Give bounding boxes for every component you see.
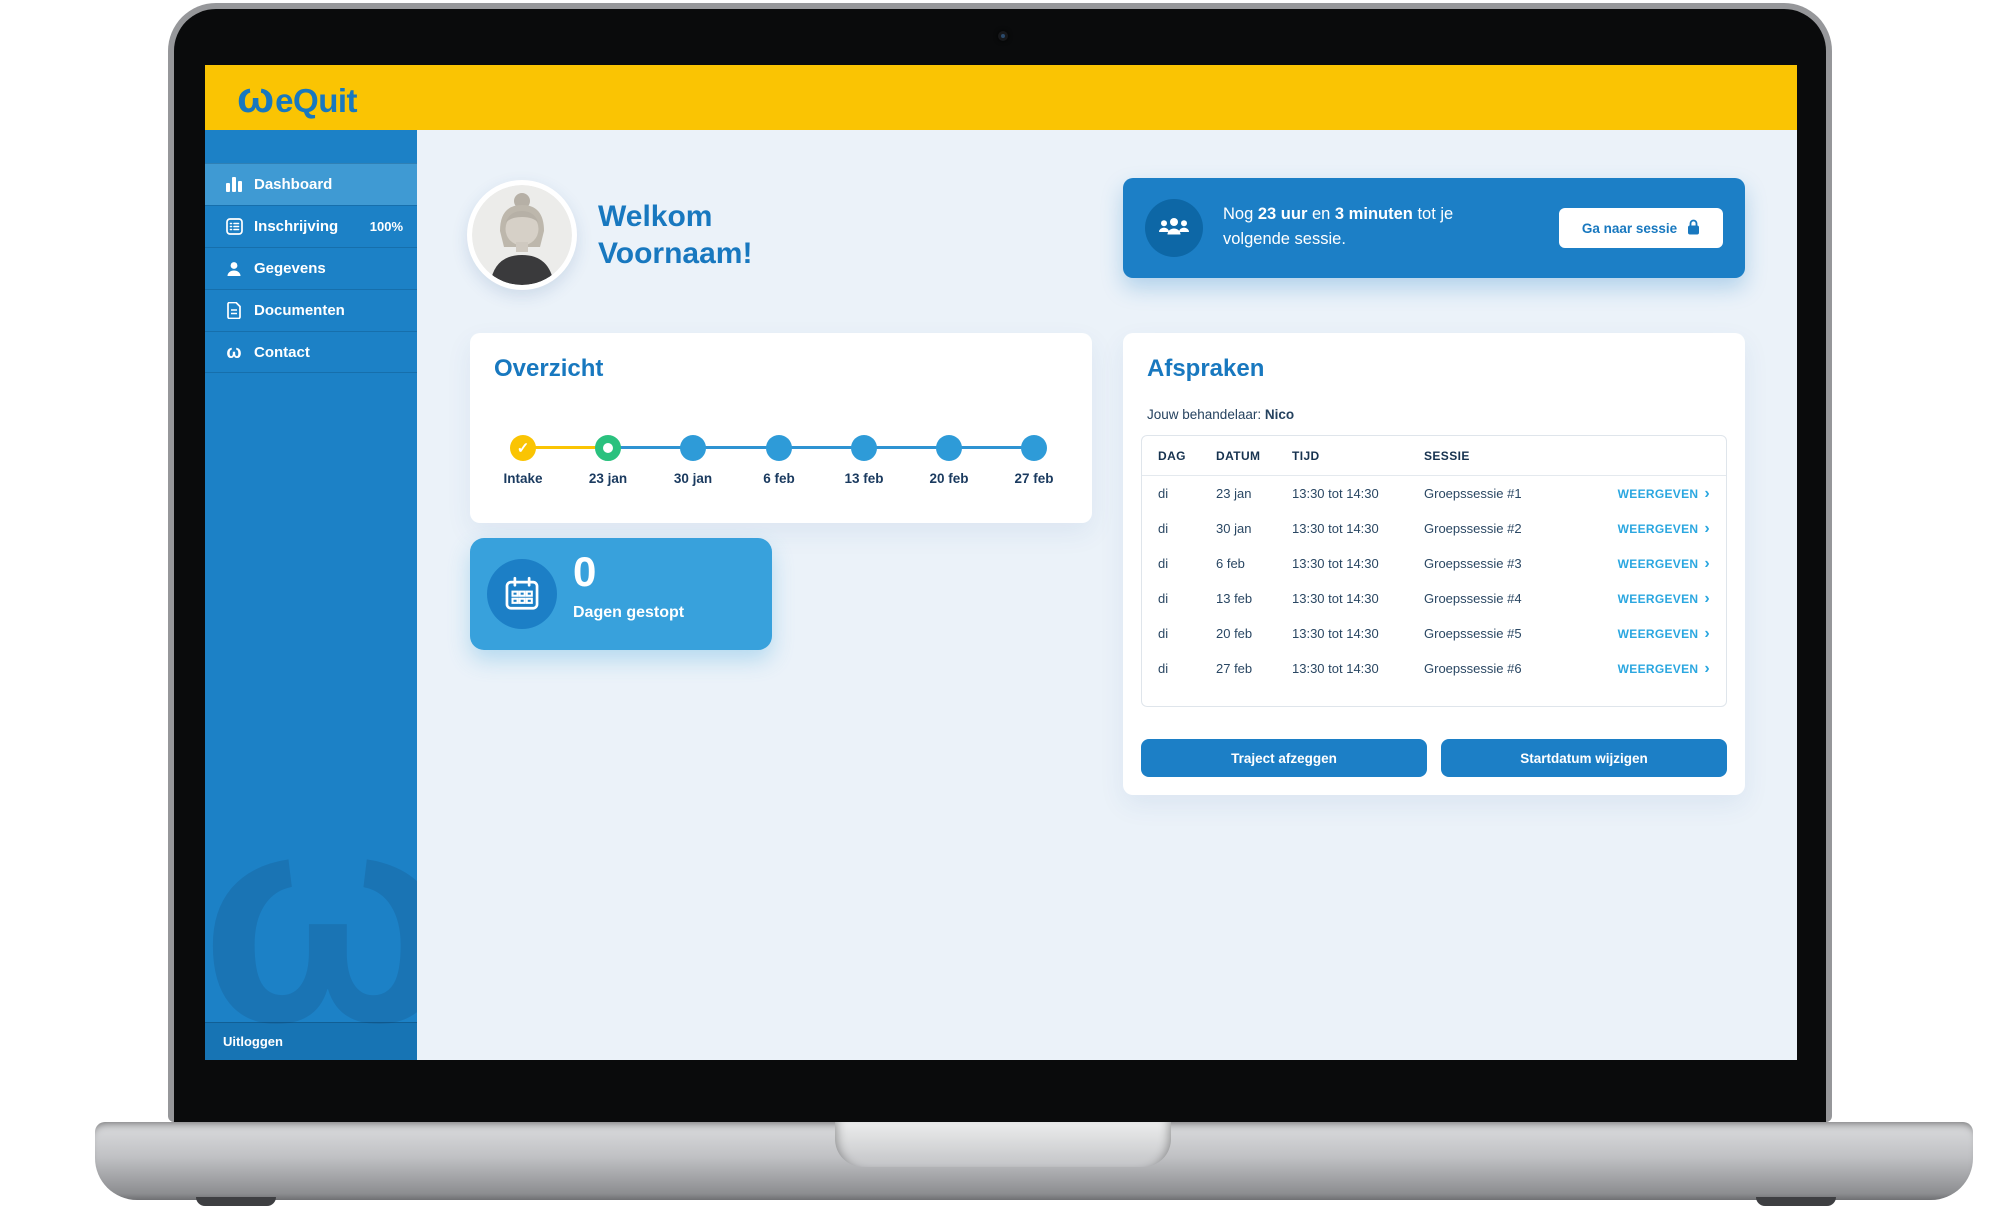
weergeven-link[interactable]: WEERGEVEN	[1618, 626, 1710, 642]
sidebar-item-dashboard[interactable]: Dashboard	[205, 163, 417, 205]
days-quit-value: 0	[573, 548, 597, 595]
timeline-label: 30 jan	[673, 471, 713, 486]
timeline-label: Intake	[503, 471, 543, 486]
check-icon	[517, 441, 530, 456]
wequit-logo-mark-icon	[237, 76, 274, 120]
timeline-node-27feb[interactable]	[1021, 435, 1047, 461]
chevron-right-icon	[1704, 591, 1710, 607]
table-row: di 13 feb 13:30 tot 14:30 Groepssessie #4 W…	[1142, 581, 1726, 616]
wequit-logo-text: eQuit	[275, 81, 358, 119]
practitioner-line: Jouw behandelaar: Nico	[1147, 407, 1295, 422]
wequit-watermark-icon	[205, 800, 417, 1034]
sidebar-nav: Dashboard Inschrijving 100% Gegevens	[205, 163, 417, 373]
chevron-right-icon	[1704, 626, 1710, 642]
session-banner: Nog 23 uur en 3 minuten tot je volgende …	[1123, 178, 1745, 278]
minutes-remaining: 3 minuten	[1334, 205, 1413, 223]
appointments-actions: Traject afzeggen Startdatum wijzigen	[1141, 739, 1727, 777]
document-icon	[223, 302, 245, 319]
timeline-node-intake[interactable]	[510, 435, 536, 461]
appointments-card: Afspraken Jouw behandelaar: Nico DAG DAT…	[1123, 333, 1745, 795]
chevron-right-icon	[1704, 486, 1710, 502]
sidebar-item-label: Gegevens	[254, 260, 326, 277]
timeline-label: 6 feb	[763, 471, 795, 486]
col-datum: DATUM	[1216, 448, 1261, 463]
sidebar-item-inschrijving[interactable]: Inschrijving 100%	[205, 205, 417, 247]
go-to-session-label: Ga naar sessie	[1581, 220, 1678, 236]
timeline-node-20feb[interactable]	[936, 435, 962, 461]
sidebar-item-label: Documenten	[254, 302, 345, 319]
session-countdown-text: Nog 23 uur en 3 minuten tot je volgende …	[1223, 205, 1454, 248]
timeline-node-6feb[interactable]	[766, 435, 792, 461]
laptop-foot	[1756, 1197, 1836, 1206]
sidebar-item-label: Contact	[254, 343, 310, 361]
table-row: di 6 feb 13:30 tot 14:30 Groepssessie #3 WE…	[1142, 546, 1726, 581]
person-icon	[223, 261, 245, 277]
logout-label: Uitloggen	[223, 1034, 283, 1049]
sidebar-item-contact[interactable]: Contact	[205, 331, 417, 373]
cancel-track-button[interactable]: Traject afzeggen	[1141, 739, 1427, 777]
col-tijd: TIJD	[1292, 448, 1320, 463]
inschrijving-progress: 100%	[369, 219, 403, 234]
logout-button[interactable]: Uitloggen	[205, 1022, 417, 1060]
timeline-node-23jan[interactable]	[595, 435, 621, 461]
timeline-node-30jan[interactable]	[680, 435, 706, 461]
avatar	[467, 180, 577, 290]
weergeven-link[interactable]: WEERGEVEN	[1618, 591, 1710, 607]
change-startdate-button[interactable]: Startdatum wijzigen	[1441, 739, 1727, 777]
weergeven-link[interactable]: WEERGEVEN	[1618, 556, 1710, 572]
app-header: eQuit	[205, 65, 1797, 130]
webcam-dot	[998, 31, 1008, 41]
welcome-line2: Voornaam!	[598, 237, 753, 270]
laptop-foot	[196, 1197, 276, 1206]
table-row: di 30 jan 13:30 tot 14:30 Groepssessie #2 W…	[1142, 511, 1726, 546]
chevron-right-icon	[1704, 661, 1710, 677]
col-sessie: SESSIE	[1424, 448, 1470, 463]
hours-remaining: 23 uur	[1257, 205, 1308, 223]
table-row: di 23 jan 13:30 tot 14:30 Groepssessie #1 W…	[1142, 476, 1726, 511]
weergeven-link[interactable]: WEERGEVEN	[1618, 486, 1710, 502]
bar-chart-icon	[223, 177, 245, 192]
sidebar-item-gegevens[interactable]: Gegevens	[205, 247, 417, 289]
timeline-label: 13 feb	[844, 471, 884, 486]
welcome-heading: Welkom Voornaam!	[598, 198, 752, 272]
practitioner-name: Nico	[1264, 407, 1295, 422]
app-screen: eQuit Dashboard Inschrijving 100	[205, 65, 1797, 1060]
sidebar-item-documenten[interactable]: Documenten	[205, 289, 417, 331]
appointments-title: Afspraken	[1147, 355, 1265, 382]
weergeven-link[interactable]: WEERGEVEN	[1618, 661, 1710, 677]
laptop-base	[95, 1122, 1973, 1200]
timeline-node-13feb[interactable]	[851, 435, 877, 461]
timeline-label: 27 feb	[1014, 471, 1054, 486]
group-session-icon	[1145, 199, 1203, 257]
sidebar-item-label: Dashboard	[254, 176, 333, 193]
go-to-session-button[interactable]: Ga naar sessie	[1559, 208, 1723, 248]
days-quit-card: 0 Dagen gestopt	[470, 538, 772, 650]
checklist-icon	[223, 218, 245, 235]
chevron-right-icon	[1704, 556, 1710, 572]
lock-icon	[1687, 219, 1700, 238]
days-quit-label: Dagen gestopt	[573, 604, 685, 621]
weergeven-link[interactable]: WEERGEVEN	[1618, 521, 1710, 537]
timeline-segment-done	[523, 446, 608, 449]
laptop-hinge-notch	[835, 1122, 1171, 1167]
timeline-segment	[608, 446, 1034, 449]
chevron-right-icon	[1704, 521, 1710, 537]
sidebar: Dashboard Inschrijving 100% Gegevens	[205, 130, 417, 1060]
table-row: di 27 feb 13:30 tot 14:30 Groepssessie #6 W…	[1142, 651, 1726, 686]
overview-card: Overzicht Intake 23 jan 30 jan 6 feb 13 …	[470, 333, 1092, 523]
table-row: di 20 feb 13:30 tot 14:30 Groepssessie #5 W…	[1142, 616, 1726, 651]
overview-title: Overzicht	[494, 355, 604, 382]
sidebar-item-label: Inschrijving	[254, 218, 339, 235]
welcome-line1: Welkom	[598, 200, 713, 233]
timeline-label: 23 jan	[588, 471, 628, 486]
col-dag: DAG	[1158, 448, 1186, 463]
wequit-logo[interactable]: eQuit	[237, 76, 357, 120]
calendar-icon	[487, 559, 557, 629]
table-header-row: DAG DATUM TIJD SESSIE	[1142, 436, 1726, 476]
appointments-table: DAG DATUM TIJD SESSIE di 23 jan 13:30 tot …	[1141, 435, 1727, 707]
timeline-label: 20 feb	[929, 471, 969, 486]
wequit-w-icon	[223, 343, 245, 361]
